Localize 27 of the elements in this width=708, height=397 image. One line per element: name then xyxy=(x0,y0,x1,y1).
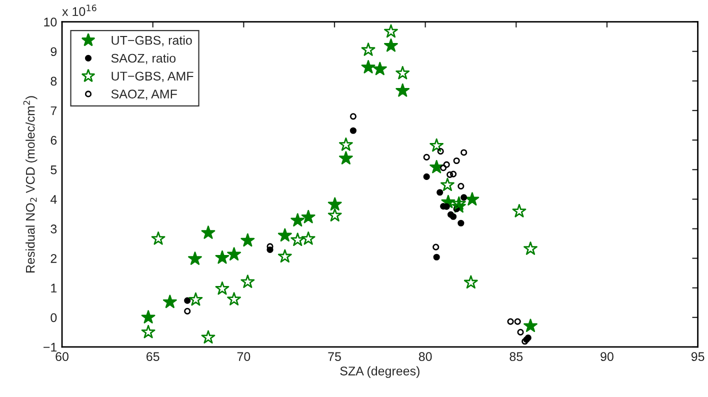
y-tick-label: 5 xyxy=(50,166,57,174)
x-tick-label: 85 xyxy=(510,352,523,362)
y-tick-label: 6 xyxy=(50,136,57,145)
y-axis-title: Residual NO$_{2}$ VCD (molec/cm$^{2}$) xyxy=(23,96,38,272)
x-tick-label: 95 xyxy=(691,352,704,362)
y-tick-label: −1 xyxy=(44,342,57,352)
y-tick-label: 2 xyxy=(50,254,57,263)
y-tick-label: 9 xyxy=(50,47,57,56)
y-tick-label: 8 xyxy=(50,76,57,86)
y-tick-label: 7 xyxy=(50,106,57,116)
x-tick-label: 90 xyxy=(600,352,614,362)
x-tick-label: 75 xyxy=(328,352,341,362)
x-tick-label: 60 xyxy=(56,352,68,362)
y-tick-label: 3 xyxy=(50,224,57,234)
legend-label: UT−GBS, ratio xyxy=(112,36,192,46)
x-tick-label: 70 xyxy=(237,352,250,362)
legend-label: SAOZ, ratio xyxy=(111,53,176,64)
y-tick-label: 0 xyxy=(50,313,57,322)
text: x 10$^{16}$ xyxy=(62,4,96,16)
x-tick-label: 65 xyxy=(146,352,160,362)
legend-label: UT−GBS, AMF xyxy=(112,72,194,82)
legend-label: SAOZ, AMF xyxy=(111,90,177,100)
y-tick-label: 1 xyxy=(51,284,57,292)
y-tick-label: 10 xyxy=(44,18,57,26)
x-tick-label: 80 xyxy=(418,352,432,362)
y-tick-label: 4 xyxy=(50,195,57,204)
x-axis-title: SZA (degrees) xyxy=(340,366,420,378)
